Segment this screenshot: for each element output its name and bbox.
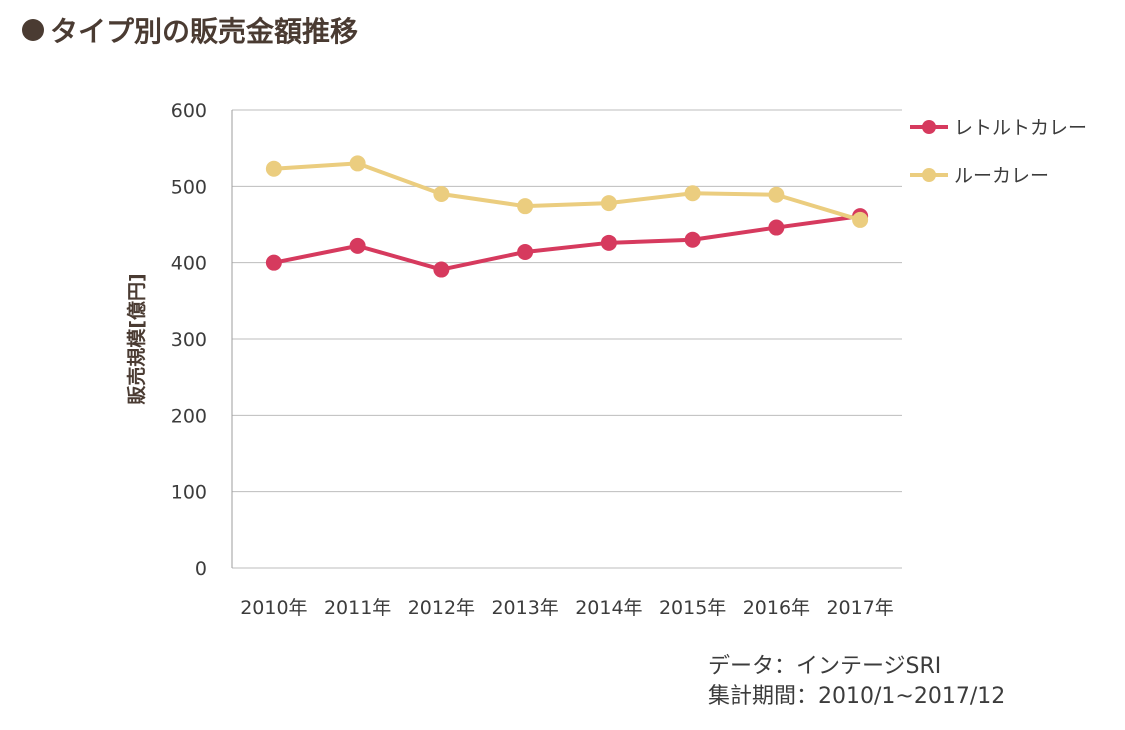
data-point — [433, 261, 450, 278]
data-point — [349, 155, 366, 172]
data-point — [684, 231, 701, 248]
data-point — [517, 198, 534, 215]
x-tick-label: 2010年 — [240, 597, 307, 619]
source-data-line: データ：インテージSRI — [708, 654, 942, 679]
y-tick-label: 100 — [171, 482, 207, 504]
source-note: データ：インテージSRI 集計期間：2010/1~2017/12 — [708, 652, 1005, 712]
y-tick-label: 600 — [171, 100, 207, 122]
x-tick-label: 2013年 — [491, 597, 558, 619]
data-point — [768, 186, 785, 203]
data-point — [433, 185, 450, 202]
y-tick-label: 0 — [195, 558, 207, 580]
data-point — [265, 160, 282, 177]
chart-title-text: タイプ別の販売金額推移 — [50, 15, 359, 48]
data-point — [600, 195, 617, 212]
y-tick-label: 200 — [171, 405, 207, 427]
data-point — [600, 234, 617, 251]
data-point — [684, 185, 701, 202]
y-axis-label: 販売規模[億円] — [125, 273, 148, 404]
y-tick-label: 500 — [171, 176, 207, 198]
data-point — [517, 243, 534, 260]
source-period-line: 集計期間：2010/1~2017/12 — [708, 684, 1006, 709]
title-bullet-icon — [22, 19, 44, 41]
y-tick-label: 400 — [171, 253, 207, 275]
series-layer — [265, 155, 869, 278]
chart-title: タイプ別の販売金額推移 — [22, 10, 358, 50]
series-line-1 — [271, 161, 863, 222]
x-tick-label: 2011年 — [324, 597, 391, 619]
data-point — [349, 237, 366, 254]
legend-label: レトルトカレー — [954, 117, 1087, 139]
legend-marker — [922, 120, 936, 134]
x-tick-label: 2012年 — [408, 597, 475, 619]
axis-layer: 0 100 200 300 400 500 600 2010年 2011年 2012年 2013年 2… — [171, 100, 894, 619]
x-tick-label: 2016年 — [743, 597, 810, 619]
series-line-0 — [271, 214, 863, 272]
y-tick-label: 300 — [171, 329, 207, 351]
data-point — [265, 254, 282, 271]
x-tick-label: 2017年 — [826, 597, 893, 619]
grid-layer — [232, 109, 902, 569]
legend-label: ルーカレー — [954, 165, 1049, 187]
x-tick-label: 2015年 — [659, 597, 726, 619]
legend-marker — [922, 168, 936, 182]
x-tick-label: 2014年 — [575, 597, 642, 619]
data-point — [768, 219, 785, 236]
data-point — [852, 211, 869, 228]
